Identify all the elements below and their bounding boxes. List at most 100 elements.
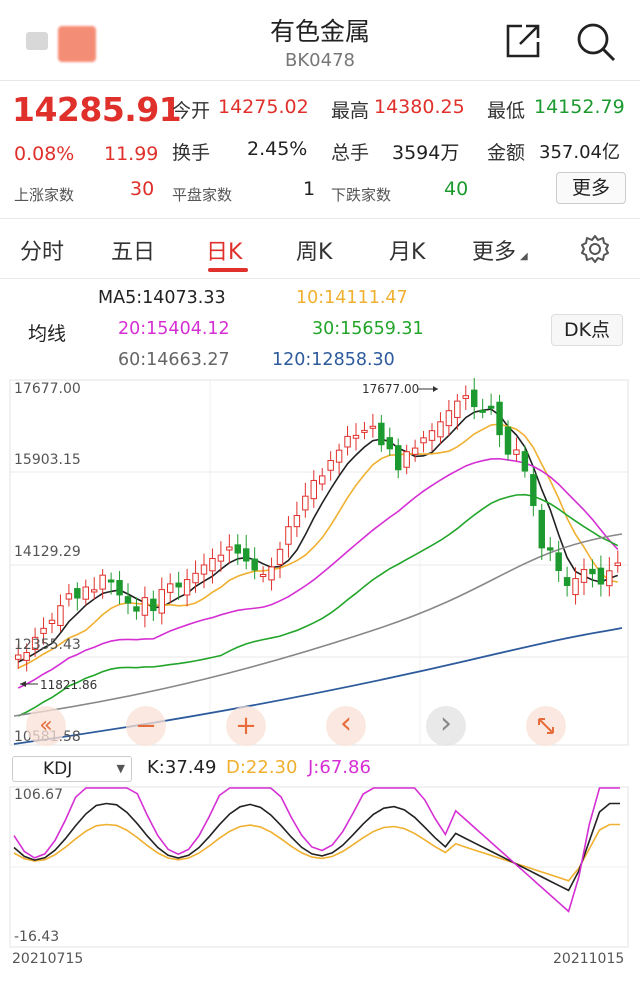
- ma20-value: 20:15404.12: [118, 319, 230, 339]
- candle: [403, 451, 410, 468]
- kdj-j-value: J:67.86: [308, 757, 371, 778]
- y-label-3: 14129.29: [14, 544, 81, 560]
- candle: [335, 449, 343, 463]
- ma10-line: [17, 423, 618, 669]
- open-label: 今开: [172, 100, 211, 122]
- candle: [580, 569, 588, 583]
- candle: [420, 437, 427, 444]
- candle: [479, 409, 486, 413]
- up-count-label: 上涨家数: [14, 186, 75, 204]
- next-button[interactable]: ›: [426, 706, 466, 746]
- candle: [589, 568, 596, 575]
- candle: [40, 627, 47, 634]
- down-count: 40: [444, 178, 469, 200]
- amount-value: 357.04亿: [539, 142, 620, 163]
- candle: [285, 526, 292, 545]
- candle: [428, 430, 436, 441]
- kdj-chart[interactable]: [0, 785, 640, 950]
- flat-count: 1: [303, 178, 316, 200]
- candle: [361, 429, 368, 433]
- down-count-label: 下跌家数: [331, 186, 392, 204]
- candle: [217, 554, 225, 562]
- candle: [48, 619, 56, 625]
- candle: [563, 577, 571, 586]
- flat-count-label: 平盘家数: [172, 186, 233, 204]
- candle: [471, 389, 478, 408]
- ma-label: 均线: [28, 323, 67, 345]
- zoom-out-button[interactable]: −: [126, 706, 166, 746]
- kdj-d-line: [13, 823, 620, 882]
- kdj-y-bottom: -16.43: [14, 929, 60, 945]
- avatar[interactable]: [22, 22, 108, 66]
- candle: [614, 562, 621, 567]
- kdj-k-line: [13, 802, 620, 892]
- ma5-value: MA5:14073.33: [98, 288, 226, 308]
- candle: [74, 588, 81, 599]
- candle: [167, 583, 174, 593]
- current-price: 14285.91: [12, 90, 182, 129]
- candlestick-chart[interactable]: 17677.00 11821.86: [0, 378, 640, 750]
- tab-weekly-k[interactable]: 周K: [296, 240, 333, 265]
- search-icon[interactable]: [574, 20, 618, 64]
- candle: [65, 593, 73, 600]
- high-value: 14380.25: [374, 96, 465, 118]
- candle: [445, 410, 453, 427]
- candle: [327, 460, 334, 471]
- candle: [555, 552, 562, 572]
- candle: [192, 572, 199, 584]
- candle: [259, 573, 267, 577]
- candle: [530, 474, 537, 506]
- candle: [378, 422, 385, 446]
- candle: [183, 579, 191, 596]
- tab-five-day[interactable]: 五日: [111, 240, 156, 265]
- settings-gear-icon[interactable]: [580, 234, 610, 264]
- tab-daily-k[interactable]: 日K: [206, 240, 243, 265]
- tab-intraday[interactable]: 分时: [20, 240, 65, 265]
- candle: [504, 426, 512, 455]
- candle: [352, 434, 360, 439]
- indicator-select[interactable]: KDJ ▼: [12, 756, 132, 782]
- x-label-end: 20211015: [553, 951, 625, 967]
- candle: [251, 558, 258, 571]
- open-value: 14275.02: [218, 96, 309, 118]
- candle: [268, 566, 275, 581]
- low-marker: 11821.86: [20, 678, 97, 692]
- x-label-start: 20210715: [12, 951, 84, 967]
- candle: [369, 425, 377, 429]
- change-amt: 11.99: [104, 143, 159, 165]
- candle: [107, 579, 115, 583]
- fullscreen-button[interactable]: [526, 706, 566, 746]
- dk-point-button[interactable]: DK点: [551, 314, 623, 346]
- candle: [319, 475, 326, 485]
- tab-more[interactable]: 更多 ◢: [472, 234, 528, 266]
- share-icon[interactable]: [502, 20, 544, 62]
- more-button[interactable]: 更多: [556, 172, 626, 204]
- prev-button[interactable]: ‹: [326, 706, 366, 746]
- stock-code: BK0478: [285, 50, 355, 71]
- ma60-line: [13, 533, 623, 717]
- y-label-2: 15903.15: [14, 452, 81, 468]
- zoom-in-button[interactable]: +: [226, 706, 266, 746]
- dropdown-arrow-icon: ▼: [116, 762, 125, 775]
- candle: [158, 589, 166, 614]
- candle: [513, 449, 520, 455]
- candle: [462, 395, 469, 399]
- volume-label: 总手: [331, 142, 370, 164]
- candle: [276, 548, 284, 565]
- candle: [133, 606, 140, 612]
- corner-arrow-icon: ◢: [520, 251, 528, 262]
- candle: [572, 578, 579, 596]
- candle: [344, 435, 351, 448]
- candle: [411, 447, 419, 455]
- tab-monthly-k[interactable]: 月K: [389, 240, 426, 265]
- y-label-4: 12355.43: [14, 637, 81, 653]
- candle: [175, 582, 182, 588]
- ma10-value: 10:14111.47: [296, 288, 408, 308]
- kdj-k-value: K:37.49: [147, 757, 217, 778]
- candle: [31, 636, 39, 650]
- candle: [606, 570, 613, 587]
- rewind-button[interactable]: «: [26, 706, 66, 746]
- candle: [437, 421, 444, 438]
- candle: [547, 547, 554, 551]
- candle: [209, 557, 216, 572]
